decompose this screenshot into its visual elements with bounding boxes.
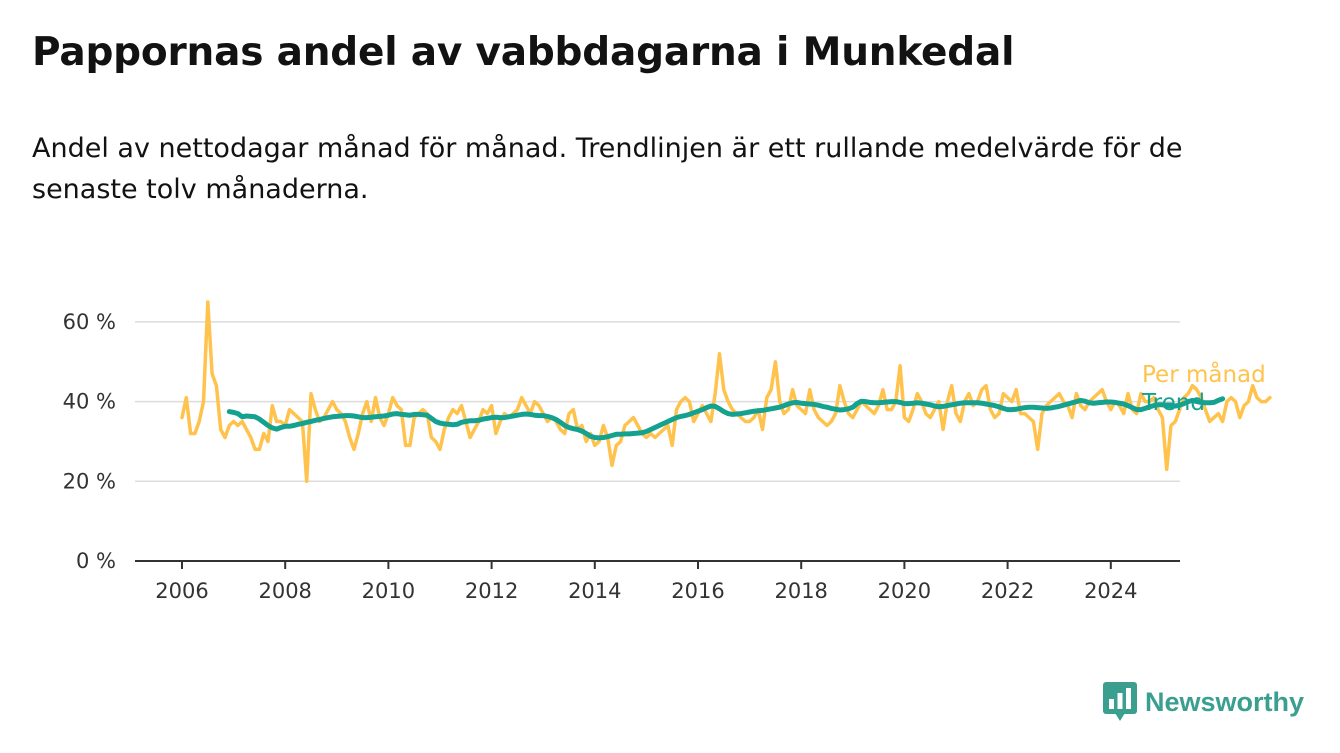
x-tick-label: 2016	[671, 579, 724, 603]
x-axis: 2006 2008 2010 2012 2014 2016 2018 2020 2022 2024	[135, 560, 1180, 603]
series-line-per-manad	[180, 300, 1272, 484]
grid-lines	[135, 321, 1180, 483]
x-tick-label: 2018	[774, 579, 827, 603]
series-line-trend	[226, 396, 1226, 441]
y-tick-label: 0 %	[76, 549, 116, 573]
x-tick-label: 2006	[155, 579, 208, 603]
x-tick-label: 2020	[878, 579, 931, 603]
x-tick-label: 2014	[568, 579, 621, 603]
series-lines	[180, 300, 1272, 484]
newsworthy-logo: Newsworthy	[1103, 682, 1304, 722]
x-tick-label: 2008	[258, 579, 311, 603]
y-tick-label: 20 %	[63, 469, 116, 493]
y-tick-label: 60 %	[63, 310, 116, 334]
x-tick-label: 2010	[362, 579, 415, 603]
y-axis-labels: 0 % 20 % 40 % 60 %	[63, 310, 116, 573]
newsworthy-chart-icon	[1103, 682, 1137, 721]
x-tick-label: 2022	[981, 579, 1034, 603]
series-label: Trend	[1141, 390, 1205, 416]
y-tick-label: 40 %	[63, 390, 116, 414]
series-label: Per månad	[1142, 360, 1266, 388]
x-tick-label: 2012	[465, 579, 518, 603]
chart-subtitle: Andel av nettodagar månad för månad. Tre…	[32, 133, 1183, 205]
x-tick-label: 2024	[1084, 579, 1137, 603]
brand-name: Newsworthy	[1145, 686, 1305, 717]
chart-title: Pappornas andel av vabbdagarna i Munkeda…	[32, 30, 1015, 75]
